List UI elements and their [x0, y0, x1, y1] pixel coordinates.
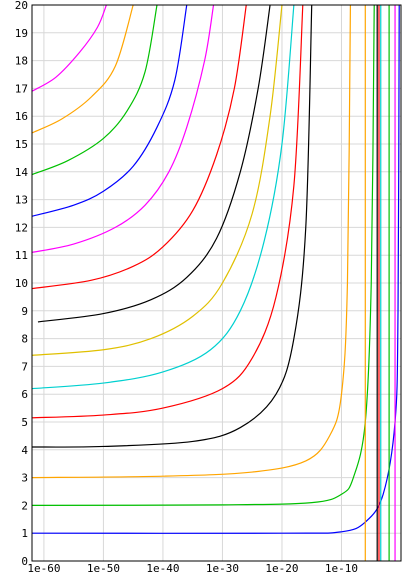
y-tick-label: 7	[21, 360, 28, 373]
y-tick-label: 6	[21, 388, 28, 401]
y-tick-label: 11	[15, 249, 28, 262]
y-tick-label: 12	[15, 221, 28, 234]
y-tick-label: 2	[21, 499, 28, 512]
series-line-7	[37, 5, 271, 323]
series-line-11	[32, 5, 158, 176]
y-tick-label: 20	[15, 0, 28, 12]
y-tick-label: 16	[15, 110, 28, 123]
x-tick-label: 1e-10	[325, 562, 358, 573]
y-tick-label: 19	[15, 27, 28, 40]
y-tick-label: 17	[15, 82, 28, 95]
y-tick-label: 5	[21, 416, 28, 429]
x-tick-labels: 1e-60 1e-50 1e-40 1e-30 1e-20 1e-10	[27, 562, 358, 573]
series-line-1	[32, 5, 375, 506]
y-tick-label: 1	[21, 527, 28, 540]
series-line-10	[32, 5, 188, 217]
x-tick-label: 1e-20	[265, 562, 298, 573]
series-lines	[32, 5, 400, 561]
series-line-9	[32, 5, 215, 254]
y-tick-label: 0	[21, 555, 28, 568]
x-tick-label: 1e-60	[27, 562, 60, 573]
y-tick-label: 10	[15, 277, 28, 290]
y-tick-label: 15	[15, 138, 28, 151]
x-tick-label: 1e-40	[146, 562, 179, 573]
series-line-0	[32, 5, 400, 534]
y-tick-label: 13	[15, 194, 28, 207]
series-line-13	[32, 5, 107, 92]
y-tick-label: 8	[21, 333, 28, 346]
series-line-6	[32, 5, 283, 356]
x-tick-label: 1e-50	[87, 562, 120, 573]
series-line-3	[32, 5, 313, 448]
y-tick-label: 3	[21, 472, 28, 485]
series-line-4	[32, 5, 304, 419]
series-line-12	[32, 5, 134, 134]
series-line-2	[32, 5, 352, 479]
y-tick-label: 9	[21, 305, 28, 318]
series-line-8	[32, 5, 247, 290]
series-line-5	[32, 5, 295, 390]
y-tick-label: 14	[15, 166, 29, 179]
y-tick-label: 4	[21, 444, 28, 457]
y-tick-label: 18	[15, 55, 28, 68]
plot-frame	[31, 4, 402, 562]
x-tick-label: 1e-30	[206, 562, 239, 573]
